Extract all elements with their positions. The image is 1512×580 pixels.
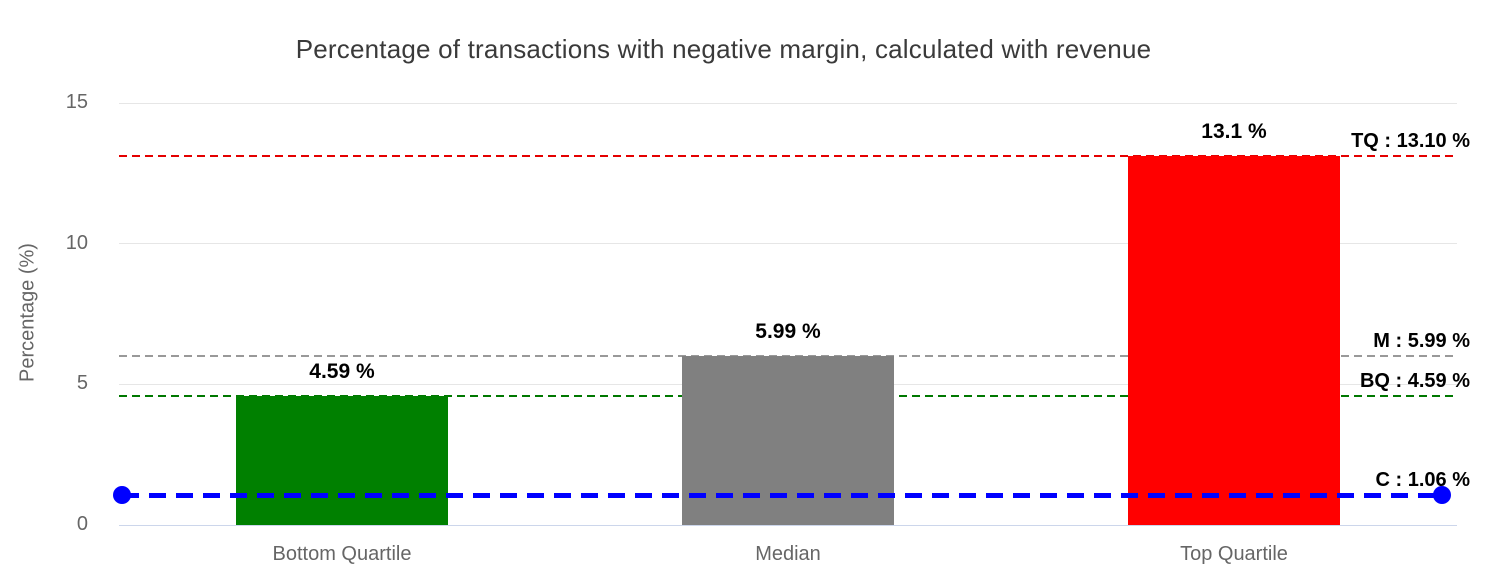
y-tick-label: 5 — [76, 372, 88, 395]
bar-value-label: 13.1 % — [1201, 120, 1267, 144]
gridline-y10 — [119, 243, 1457, 245]
y-tick-label: 10 — [65, 231, 88, 254]
bar-top-quartile[interactable] — [1128, 156, 1340, 525]
plot-line-label-bq: BQ : 4.59 % — [1359, 369, 1470, 392]
gridline-y0 — [119, 524, 1457, 526]
plot-line-label-m: M : 5.99 % — [1373, 330, 1470, 353]
plot-line-tq — [119, 155, 1457, 158]
chart-title: Percentage of transactions with negative… — [295, 34, 1152, 64]
gridline-y15 — [119, 102, 1457, 104]
bar-value-label: 5.99 % — [755, 320, 821, 344]
x-axis-label-median: Median — [755, 543, 821, 565]
bar-median[interactable] — [682, 356, 894, 525]
line-point-marker-left[interactable] — [113, 486, 131, 505]
bar-value-label: 4.59 % — [309, 359, 375, 383]
y-tick-label: 15 — [65, 91, 88, 113]
plot-line-label-c: C : 1.06 % — [1375, 469, 1470, 492]
plot-line-label-tq: TQ : 13.10 % — [1351, 130, 1470, 153]
line-point-marker-right[interactable] — [1433, 486, 1451, 505]
bar-bottom-quartile[interactable] — [236, 395, 448, 525]
x-axis-label-bottom-quartile: Bottom Quartile — [272, 543, 412, 565]
y-tick-label: 0 — [76, 513, 88, 535]
x-axis-label-top-quartile: Top Quartile — [1180, 543, 1288, 565]
plot-line-c — [122, 492, 1442, 498]
